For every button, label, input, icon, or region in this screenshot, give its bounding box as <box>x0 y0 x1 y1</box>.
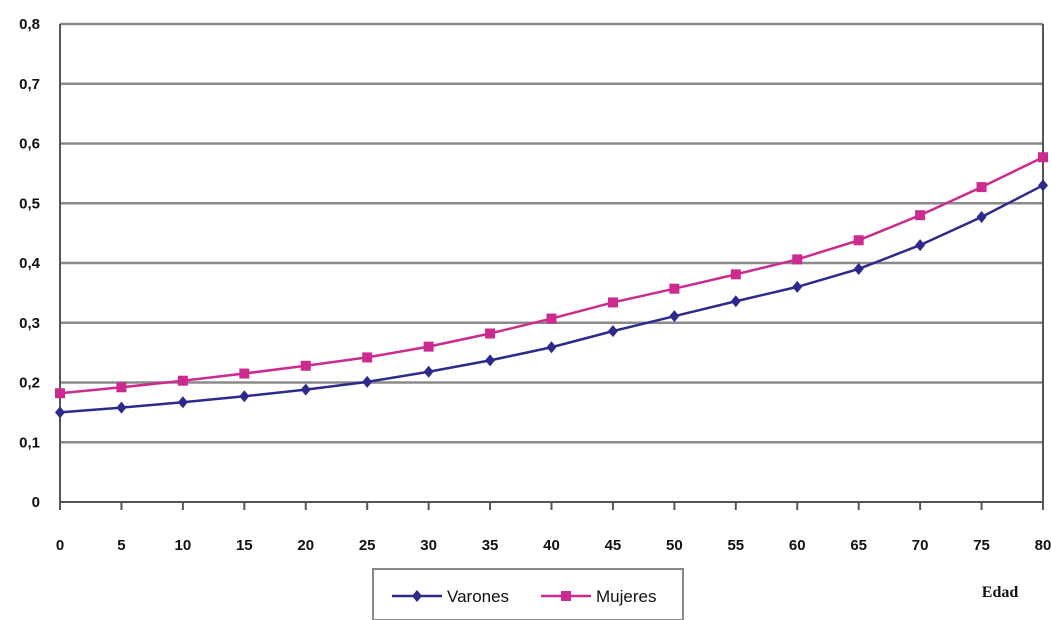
x-tick-label: 60 <box>789 537 806 554</box>
data-point-varones <box>853 262 864 275</box>
y-tick-label: 0,6 <box>19 136 40 153</box>
x-tick-label: 15 <box>236 537 253 554</box>
data-point-mujeres <box>730 269 741 280</box>
data-point-mujeres <box>607 297 618 308</box>
legend-label: Mujeres <box>596 587 656 606</box>
x-tick-label: 30 <box>420 537 437 554</box>
legend-label: Varones <box>447 587 509 606</box>
y-tick-label: 0,7 <box>19 76 40 93</box>
gridlines <box>60 22 1043 444</box>
data-point-mujeres <box>1038 152 1048 163</box>
data-point-varones <box>239 390 250 403</box>
series-line-mujeres <box>59 156 1044 395</box>
data-point-mujeres <box>55 388 65 399</box>
data-point-varones <box>915 239 926 252</box>
x-tick-label: 80 <box>1035 537 1051 554</box>
data-point-varones <box>55 406 65 419</box>
data-point-mujeres <box>423 341 434 352</box>
data-point-mujeres <box>669 283 680 294</box>
data-point-mujeres <box>792 254 803 265</box>
axes <box>59 24 1044 510</box>
data-point-mujeres <box>976 182 987 193</box>
data-point-varones <box>116 401 127 414</box>
data-point-varones <box>177 396 188 409</box>
data-point-varones <box>730 295 741 308</box>
data-point-mujeres <box>116 382 127 393</box>
legend: Varones Mujeres <box>372 568 684 620</box>
data-point-mujeres <box>485 328 496 339</box>
y-axis-tick-labels: 0 0,1 0,2 0,3 0,4 0,5 0,6 0,7 0,8 <box>19 16 41 511</box>
data-point-varones <box>485 354 496 367</box>
y-tick-label: 0,1 <box>19 434 40 451</box>
x-tick-label: 0 <box>56 537 64 554</box>
data-point-mujeres <box>300 360 311 371</box>
x-tick-label: 5 <box>117 537 125 554</box>
series-mujeres <box>55 152 1048 399</box>
legend-box <box>372 568 684 620</box>
y-tick-label: 0,5 <box>19 195 40 212</box>
y-tick-label: 0,8 <box>19 16 40 33</box>
legend-item-varones: Varones <box>392 587 509 606</box>
series-varones <box>55 179 1048 419</box>
x-axis-title: Edad <box>982 584 1019 601</box>
data-point-varones <box>300 383 311 396</box>
legend-marker <box>412 590 422 602</box>
x-tick-label: 10 <box>175 537 192 554</box>
data-point-varones <box>669 310 680 323</box>
x-tick-label: 40 <box>543 537 560 554</box>
data-point-varones <box>423 365 434 378</box>
x-axis-tick-labels: 0 5 10 15 20 25 30 35 40 45 50 55 60 65 70 75 80 <box>56 537 1051 554</box>
legend-item-mujeres: Mujeres <box>541 587 656 606</box>
data-point-mujeres <box>915 210 926 221</box>
x-tick-label: 50 <box>666 537 683 554</box>
x-tick-label: 70 <box>912 537 929 554</box>
data-point-mujeres <box>362 352 373 363</box>
data-point-mujeres <box>177 375 188 386</box>
y-tick-label: 0,2 <box>19 375 40 392</box>
data-point-varones <box>607 325 618 338</box>
x-tick-label: 25 <box>359 537 376 554</box>
data-point-varones <box>976 210 987 223</box>
x-tick-label: 20 <box>297 537 314 554</box>
y-tick-label: 0,3 <box>19 315 40 332</box>
legend-marker <box>561 591 571 601</box>
series-group <box>55 152 1048 419</box>
x-tick-label: 55 <box>727 537 744 554</box>
x-tick-label: 45 <box>605 537 622 554</box>
data-point-varones <box>546 341 557 354</box>
data-point-mujeres <box>239 368 250 379</box>
x-tick-label: 35 <box>482 537 499 554</box>
data-point-mujeres <box>853 235 864 246</box>
data-point-varones <box>362 375 373 388</box>
data-point-mujeres <box>546 313 557 324</box>
y-tick-label: 0,4 <box>19 255 41 272</box>
data-point-varones <box>792 280 803 293</box>
data-point-varones <box>1038 179 1048 192</box>
x-tick-label: 65 <box>850 537 867 554</box>
x-tick-label: 75 <box>973 537 990 554</box>
y-tick-label: 0 <box>32 494 40 511</box>
